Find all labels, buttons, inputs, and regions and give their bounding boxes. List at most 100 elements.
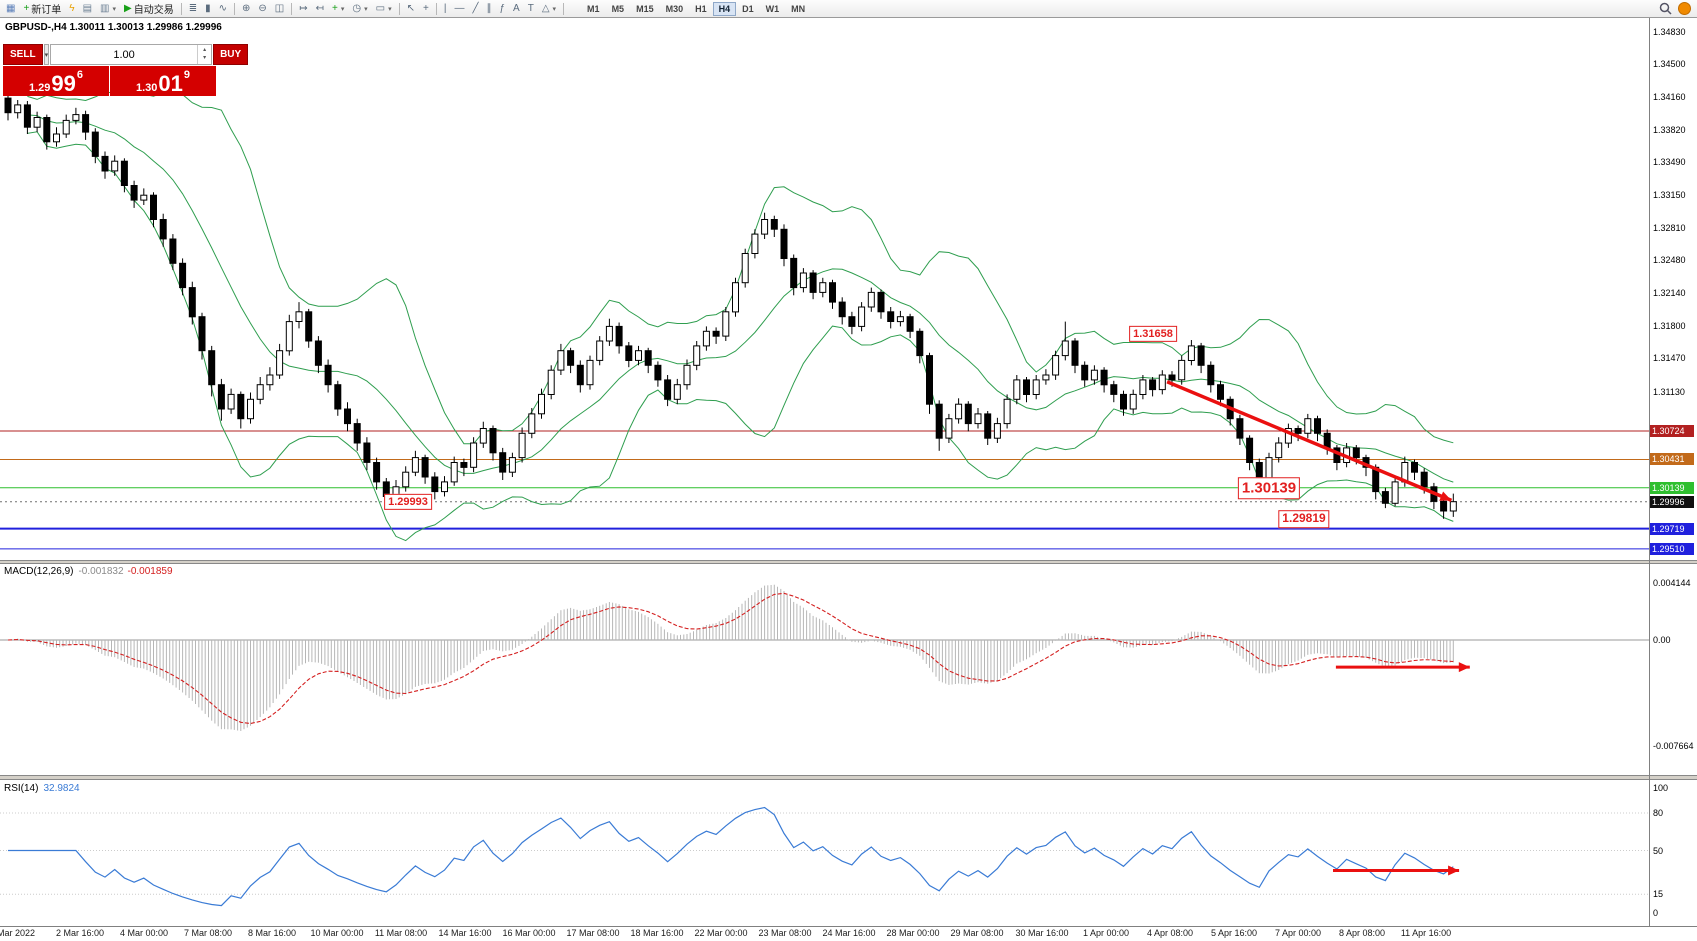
new-chart-icon[interactable]: ▥ ▾ [96, 1, 120, 17]
time-axis-label: 5 Apr 16:00 [1210, 928, 1258, 938]
horizontal-level-lines[interactable] [0, 430, 1649, 550]
price-axis-label: 1.33150 [1653, 190, 1686, 200]
buy-price-display[interactable]: 1.30 01 9 [110, 66, 216, 96]
vertical-line-icon[interactable]: | [440, 1, 451, 17]
horizontal-line-icon[interactable]: — [450, 1, 468, 17]
downtrend-arrow[interactable] [1166, 380, 1453, 503]
chart-window-icon[interactable]: ▦ [2, 1, 19, 17]
macd-indicator-chart[interactable] [0, 564, 1649, 775]
autotrading-lightning-icon-glyph: ϟ [69, 2, 75, 14]
new-order-button[interactable]: + 新订单 [19, 1, 65, 17]
chart-shift-icon[interactable]: ↤ [312, 1, 328, 17]
charts-grid-icon[interactable]: ▤ [79, 1, 96, 17]
time-axis-label: 8 Apr 08:00 [1338, 928, 1386, 938]
time-axis-label: 11 Apr 16:00 [1400, 928, 1452, 938]
tile-windows-icon[interactable]: ◫ [271, 1, 288, 17]
templates-icon[interactable]: ▭ ▾ [372, 1, 396, 17]
buy-price-pip: 9 [183, 69, 191, 81]
price-axis[interactable]: 1.34830 1.34500 1.34160 1.33820 1.33490 1.331… [1650, 0, 1697, 941]
trendline-icon[interactable]: ╱ [468, 1, 482, 17]
zoom-in-icon[interactable]: ⊕ [238, 1, 254, 17]
price-level-label: 1.29719 [1650, 523, 1694, 535]
search-icon[interactable] [1659, 2, 1672, 15]
new-order-glyph: + [23, 2, 30, 14]
timeframe-h4-button[interactable]: H4 [712, 1, 737, 16]
rsi-indicator-chart[interactable] [0, 780, 1649, 926]
autotrading-button[interactable]: ▶ 自动交易 [120, 1, 178, 17]
main-price-chart[interactable] [0, 18, 1649, 560]
toolbar-separator [398, 2, 400, 15]
time-axis-label: 2 Mar 16:00 [55, 928, 105, 938]
timeframe-h1-button[interactable]: H1 [689, 2, 713, 16]
scroll-to-end-icon-glyph: ↦ [299, 2, 308, 14]
timeframe-m30-button[interactable]: M30 [660, 2, 690, 16]
macd-histogram-layer [10, 584, 1454, 731]
timeframe-m1-button[interactable]: M1 [581, 2, 606, 16]
toolbar-separator [180, 2, 182, 15]
channel-icon[interactable]: ∥ [482, 1, 495, 17]
text-icon[interactable]: A [509, 1, 524, 17]
shapes-icon[interactable]: △ ▾ [538, 1, 560, 17]
new-chart-icon-glyph: ▥ [100, 2, 110, 14]
panel-resize-handle[interactable] [0, 560, 1697, 564]
time-axis[interactable]: Mar 2022 2 Mar 16:00 4 Mar 00:00 7 Mar 08:0… [0, 927, 1649, 941]
autotrading-lightning-icon[interactable]: ϟ [65, 1, 78, 17]
rsi-axis-label: 50 [1653, 846, 1664, 856]
price-axis-label: 1.33490 [1653, 157, 1686, 167]
fibonacci-icon-glyph: ƒ [499, 2, 506, 14]
candlestick-chart-icon[interactable]: ▮ [201, 1, 215, 17]
buy-price-head: 1.30 [135, 81, 158, 94]
buy-price-big: 01 [158, 71, 183, 97]
timeframe-d1-button[interactable]: D1 [736, 2, 760, 16]
price-axis-label: 1.31130 [1653, 387, 1685, 397]
vertical-line-icon-glyph: | [443, 2, 447, 14]
autotrading-button-label: 自动交易 [133, 5, 174, 16]
bar-chart-icon[interactable]: ≣ [185, 1, 201, 17]
rsi-axis-label: 80 [1653, 808, 1664, 818]
rsi-flat-arrow[interactable] [1333, 865, 1460, 876]
text-label-icon[interactable]: T [524, 1, 538, 17]
zoom-out-icon-glyph: ⊖ [258, 2, 267, 14]
buy-button[interactable]: BUY [213, 44, 249, 65]
volume-increase-button[interactable]: ▴ [203, 47, 207, 54]
timeframe-toolbar: M1 M5 M15 M30 H1 H4 D1 W1 MN [581, 1, 811, 16]
fibonacci-icon[interactable]: ƒ [495, 1, 509, 17]
volume-decrease-button[interactable]: ▾ [203, 54, 207, 61]
sell-button[interactable]: SELL [3, 44, 43, 65]
timeframe-m15-button[interactable]: M15 [630, 2, 660, 16]
macd-axis-label: 0.004144 [1653, 578, 1691, 588]
macd-signal-value: -0.001859 [127, 566, 173, 577]
candlesticks-layer [4, 91, 1457, 519]
toolbar-right-group [1659, 2, 1695, 15]
volume-input[interactable] [51, 45, 198, 64]
channel-icon-glyph: ∥ [486, 2, 492, 14]
cursor-icon[interactable]: ↖ [403, 1, 419, 17]
price-axis-label: 1.33820 [1653, 125, 1686, 135]
timeframe-w1-button[interactable]: W1 [760, 2, 786, 16]
indicators-icon[interactable]: + ▾ [328, 1, 348, 17]
sell-price-big: 99 [51, 71, 76, 97]
time-axis-label: 28 Mar 00:00 [886, 928, 940, 938]
line-chart-icon[interactable]: ∿ [215, 1, 231, 17]
volume-dropdown-button[interactable]: ▾ [43, 44, 50, 65]
scroll-to-end-icon[interactable]: ↦ [295, 1, 311, 17]
panel-resize-handle[interactable] [0, 775, 1697, 780]
cursor-icon-glyph: ↖ [406, 2, 415, 14]
time-axis-label: 7 Mar 08:00 [183, 928, 233, 938]
price-level-label: 1.29510 [1650, 543, 1694, 555]
time-axis-label: 7 Apr 00:00 [1274, 928, 1322, 938]
sell-price-display[interactable]: 1.29 99 6 [3, 66, 109, 96]
periods-icon[interactable]: ◷ ▾ [348, 1, 371, 17]
price-axis-label: 1.31800 [1653, 321, 1686, 331]
time-axis-label: 29 Mar 08:00 [950, 928, 1004, 938]
zoom-out-icon[interactable]: ⊖ [254, 1, 270, 17]
chart-shift-icon-glyph: ↤ [315, 2, 325, 14]
timeframe-mn-button[interactable]: MN [785, 2, 811, 16]
timeframe-m5-button[interactable]: M5 [606, 2, 631, 16]
trendline-icon-glyph: ╱ [472, 2, 479, 14]
macd-flat-arrow[interactable] [1335, 662, 1470, 673]
new-order-button-label: 新订单 [31, 5, 62, 16]
crosshair-icon[interactable]: + [419, 1, 433, 17]
notification-icon[interactable] [1678, 2, 1691, 15]
